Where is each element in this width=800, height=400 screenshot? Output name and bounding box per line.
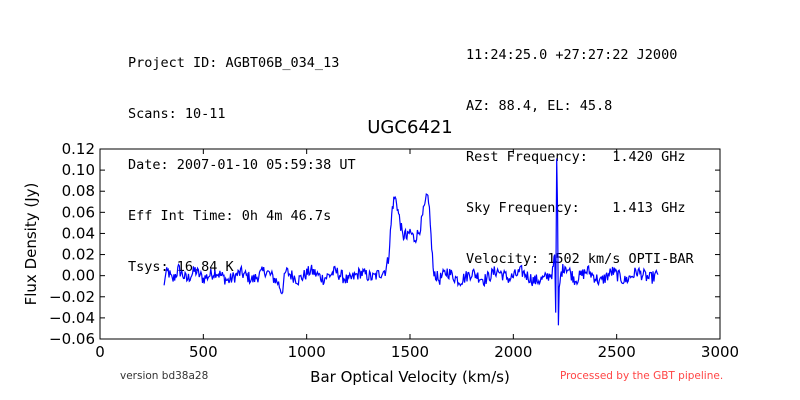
x-tick-label: 500 [189,343,218,361]
x-tick-label: 1000 [288,343,326,361]
y-tick-label: 0.08 [62,182,95,200]
y-tick-label: 0.06 [62,203,95,221]
date-line: Date: 2007-01-10 05:59:38 UT [128,157,356,173]
flux-series-line [163,158,659,326]
version-label: version bd38a28 [120,370,209,382]
scans-line: Scans: 10-11 [128,106,226,122]
plot-frame [99,148,721,340]
y-tick-label: 0.00 [62,267,95,285]
chart-title: UGC6421 [367,117,453,138]
pipeline-note: Processed by the GBT pipeline. [560,370,724,382]
x-tick-label: 2500 [598,343,636,361]
y-tick-label: 0.12 [62,140,95,158]
y-tick-label: 0.02 [62,246,95,264]
y-tick-label: −0.02 [49,288,95,306]
observation-info-left: Project ID: AGBT06B_034_13 Scans: 10-11 … [128,21,356,310]
rest-frequency-line: Rest Frequency: 1.420 GHz [466,149,686,165]
x-tick-label: 0 [95,343,105,361]
x-tick-label: 1500 [391,343,429,361]
tick-layer: 0 500 1000 1500 2000 2500 3000 −0.06 −0.04 −0.02 0… [49,140,739,361]
x-tick-label: 2000 [494,343,532,361]
y-tick-label: −0.06 [49,330,95,348]
observation-info-right: 11:24:25.0 +27:27:22 J2000 AZ: 88.4, EL:… [466,13,694,302]
y-tick-label: −0.04 [49,309,95,327]
velocity-line: Velocity: 1502 km/s OPTI-BAR [466,251,694,267]
x-axis-label: Bar Optical Velocity (km/s) [310,368,510,386]
integration-time-line: Eff Int Time: 0h 4m 46.7s [128,208,332,224]
series-layer [163,158,659,326]
x-tick-label: 3000 [701,343,739,361]
tsys-line: Tsys: 16.84 K [128,259,234,275]
y-axis-label: Flux Density (Jy) [22,183,40,306]
y-tick-label: 0.04 [62,224,95,242]
y-tick-label: 0.10 [62,161,95,179]
coordinates-line: 11:24:25.0 +27:27:22 J2000 [466,47,678,63]
sky-frequency-line: Sky Frequency: 1.413 GHz [466,200,686,216]
project-id-line: Project ID: AGBT06B_034_13 [128,55,340,71]
az-el-line: AZ: 88.4, EL: 45.8 [466,98,613,114]
